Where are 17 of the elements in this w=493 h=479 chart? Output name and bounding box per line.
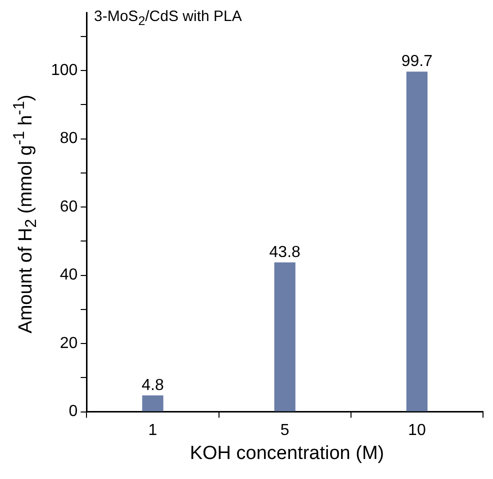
bar	[406, 72, 428, 412]
data-label: 99.7	[401, 53, 433, 70]
data-label: 4.8	[142, 376, 164, 394]
y-tick-label: 0	[68, 403, 78, 420]
x-tick-label: 1	[148, 422, 158, 439]
y-tick-label: 40	[60, 266, 78, 284]
data-label: 43.8	[269, 244, 301, 261]
x-axis-title: KOH concentration (M)	[190, 443, 384, 465]
y-tick-label: 80	[60, 130, 78, 148]
x-tick-label: 10	[408, 422, 426, 439]
y-tick-label: 60	[60, 198, 78, 216]
x-tick-label: 5	[280, 422, 290, 439]
bar	[142, 395, 164, 412]
y-tick-label: 100	[50, 62, 78, 80]
y-tick-label: 20	[60, 334, 78, 352]
bar	[274, 262, 296, 412]
chart-title: 3-MoS$_{2}$/CdS with PLA	[94, 8, 242, 28]
